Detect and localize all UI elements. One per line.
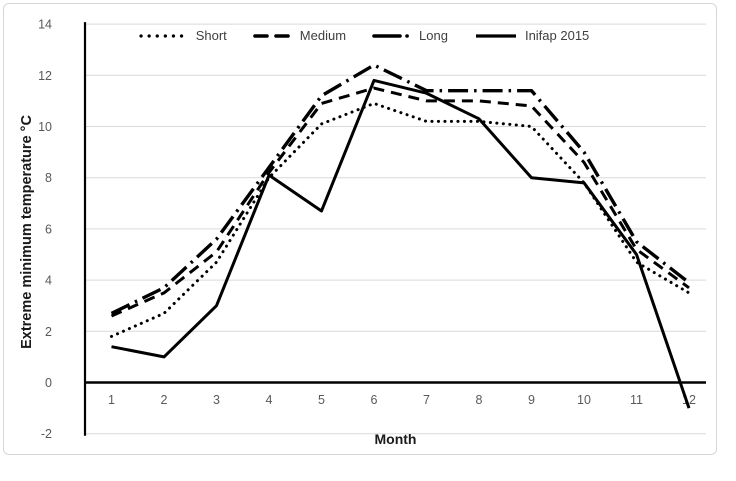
y-tick-label: 2 xyxy=(45,325,52,339)
x-tick-label: 11 xyxy=(630,393,643,407)
y-tick-label: 0 xyxy=(45,376,52,390)
x-tick-label: 9 xyxy=(528,393,535,407)
y-tick-label: 14 xyxy=(38,18,52,32)
y-axis-title: Extreme minimum temperature °C xyxy=(19,115,35,349)
x-tick-label: 1 xyxy=(108,393,115,407)
x-tick-label: 7 xyxy=(423,393,430,407)
y-tick-label: -2 xyxy=(41,427,52,441)
series-line-medium xyxy=(110,86,690,318)
x-tick-label: 5 xyxy=(318,393,325,407)
y-tick-label: 12 xyxy=(38,69,52,83)
x-tick-label: 8 xyxy=(476,393,483,407)
series-line-short xyxy=(110,101,691,338)
x-tick-label: 3 xyxy=(213,393,220,407)
x-axis-title: Month xyxy=(375,431,417,447)
y-tick-label: 8 xyxy=(45,171,52,185)
y-tick-label: 4 xyxy=(45,274,52,288)
x-tick-label: 6 xyxy=(371,393,378,407)
x-tick-label: 2 xyxy=(161,393,168,407)
chart-frame: 14 12 10 8 6 4 2 0 -2 1 2 3 4 5 6 7 8 9 10 11 12 Extreme mini… xyxy=(3,3,717,455)
series-line-inifap-2015 xyxy=(111,78,691,409)
y-tick-label: 10 xyxy=(38,120,52,134)
series-line-long xyxy=(110,63,691,315)
x-tick-label: 10 xyxy=(577,393,591,407)
x-tick-label: 4 xyxy=(266,393,273,407)
y-tick-label: 6 xyxy=(45,222,52,236)
